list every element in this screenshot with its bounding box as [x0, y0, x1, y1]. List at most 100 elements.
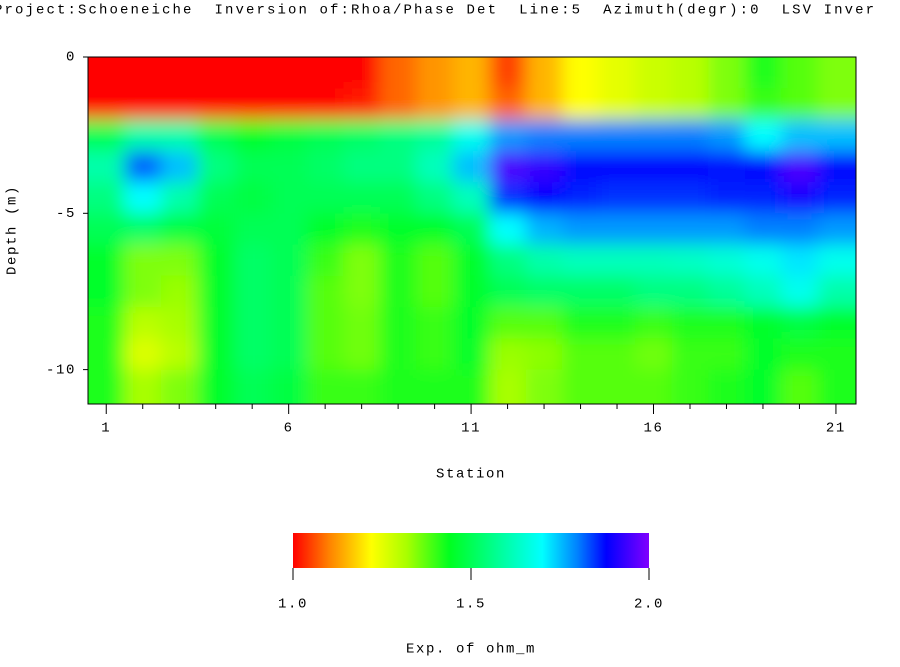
heatmap-cell — [708, 57, 746, 89]
heatmap-cell — [88, 338, 125, 371]
heatmap-cell — [270, 338, 308, 371]
heatmap-cell — [197, 275, 235, 308]
heatmap-cell — [525, 244, 563, 277]
heatmap-cell — [817, 307, 856, 339]
heatmap-cell — [781, 57, 819, 89]
heatmap-cell — [562, 57, 600, 89]
heatmap-cell — [744, 57, 782, 89]
heatmap-cell — [88, 275, 125, 308]
heatmap-cell — [88, 150, 125, 183]
heatmap-cell — [671, 275, 709, 308]
heatmap-cell — [88, 213, 125, 246]
heatmap-cell — [671, 369, 709, 404]
heatmap-cell — [744, 369, 782, 404]
heatmap-cell — [233, 88, 271, 121]
heatmap-cell — [233, 369, 271, 404]
heatmap-cell — [525, 275, 563, 308]
heatmap-cell — [88, 307, 125, 339]
heatmap-cell — [343, 182, 381, 214]
heatmap-cell — [781, 275, 819, 308]
heatmap-cell — [489, 213, 527, 246]
heatmap-cell — [525, 307, 563, 339]
heatmap-cell — [817, 88, 856, 121]
heatmap-cell — [671, 338, 709, 371]
heatmap-cell — [744, 150, 782, 183]
heatmap-cell — [343, 213, 381, 246]
y-tick-label: 0 — [66, 50, 76, 66]
heatmap-cell — [416, 369, 454, 404]
heatmap-cell — [160, 182, 198, 214]
heatmap-cell — [817, 369, 856, 404]
heatmap-cell — [197, 369, 235, 404]
heatmap-cell — [598, 307, 636, 339]
heatmap-cell — [379, 57, 417, 89]
heatmap-cell — [343, 307, 381, 339]
heatmap-cell — [525, 182, 563, 214]
heatmap-cell — [88, 369, 125, 404]
heatmap-cell — [708, 88, 746, 121]
heatmap-cell — [452, 57, 490, 89]
heatmap-cell — [306, 307, 344, 339]
heatmap-cell — [489, 150, 527, 183]
heatmap-cell — [781, 182, 819, 214]
heatmap-cell — [379, 88, 417, 121]
heatmap-cell — [197, 150, 235, 183]
heatmap-cell — [817, 57, 856, 89]
heatmap-cell — [598, 57, 636, 89]
heatmap-cell — [379, 307, 417, 339]
heatmap-cell — [562, 182, 600, 214]
heatmap-cell — [306, 182, 344, 214]
heatmap-cell — [452, 150, 490, 183]
heatmap-cell — [635, 119, 673, 152]
heatmap-cell — [562, 244, 600, 277]
heatmap-cell — [343, 244, 381, 277]
heatmap-cell — [562, 275, 600, 308]
x-tick-label: 6 — [284, 421, 294, 437]
heatmap-cell — [817, 182, 856, 214]
heatmap-cell — [124, 88, 162, 121]
heatmap-cell — [781, 150, 819, 183]
heatmap-cell — [270, 57, 308, 89]
heatmap-cell — [160, 275, 198, 308]
heatmap-cell — [708, 213, 746, 246]
heatmap-cell — [306, 275, 344, 308]
heatmap-cell — [598, 119, 636, 152]
heatmap-cell — [160, 57, 198, 89]
y-tick-label: -5 — [56, 206, 76, 222]
heatmap-cell — [379, 150, 417, 183]
heatmap-cell — [416, 182, 454, 214]
heatmap-cell — [635, 275, 673, 308]
heatmap-cell — [270, 182, 308, 214]
heatmap-cell — [671, 244, 709, 277]
heatmap-cell — [379, 119, 417, 152]
heatmap-cell — [124, 307, 162, 339]
heatmap-cell — [562, 307, 600, 339]
heatmap-cell — [379, 244, 417, 277]
heatmap-cell — [124, 150, 162, 183]
heatmap-cell — [817, 244, 856, 277]
heatmap-cell — [416, 88, 454, 121]
heatmap-cell — [452, 213, 490, 246]
heatmap-cell — [489, 244, 527, 277]
x-tick-label: 1 — [101, 421, 111, 437]
heatmap-cell — [306, 369, 344, 404]
heatmap-area — [88, 57, 856, 404]
heatmap-cell — [635, 369, 673, 404]
heatmap-cell — [525, 88, 563, 121]
heatmap-cell — [744, 182, 782, 214]
heatmap-cell — [781, 369, 819, 404]
heatmap-cell — [489, 369, 527, 404]
heatmap-cell — [708, 307, 746, 339]
heatmap-cell — [160, 244, 198, 277]
heatmap-cell — [452, 338, 490, 371]
heatmap-cell — [88, 244, 125, 277]
heatmap-cell — [635, 307, 673, 339]
heatmap-cell — [744, 213, 782, 246]
heatmap-cell — [343, 57, 381, 89]
heatmap-cell — [525, 150, 563, 183]
x-axis-label: Station — [436, 467, 506, 483]
heatmap-cell — [817, 338, 856, 371]
heatmap-cell — [489, 88, 527, 121]
heatmap-cell — [635, 338, 673, 371]
